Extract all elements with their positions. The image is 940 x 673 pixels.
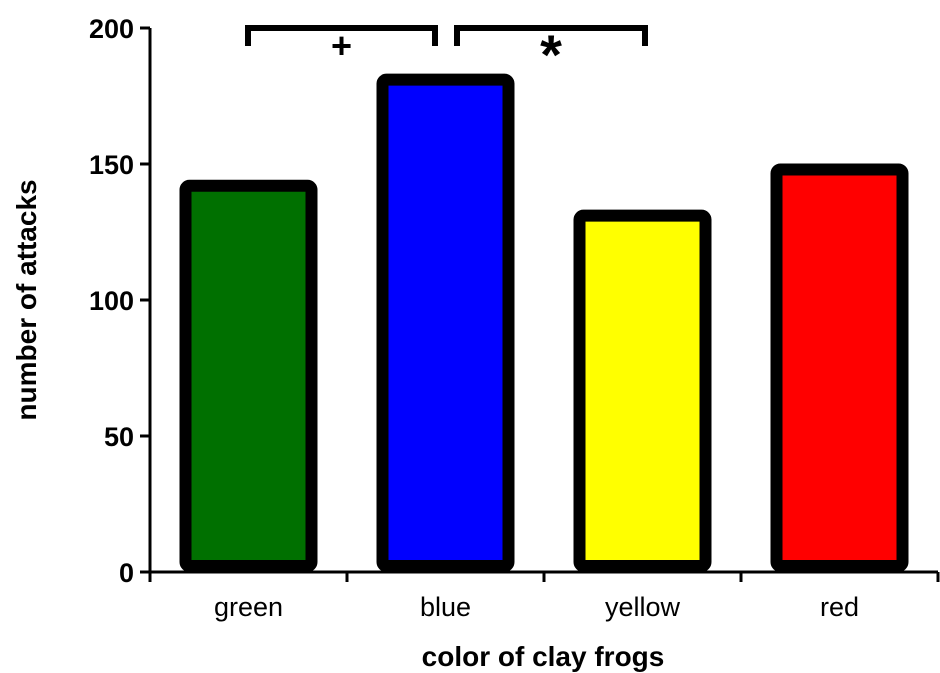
bar-blue bbox=[376, 73, 515, 573]
significance-bracket bbox=[454, 25, 648, 46]
significance-bracket bbox=[245, 25, 438, 46]
y-tick-label: 150 bbox=[89, 150, 134, 180]
y-tick-label: 200 bbox=[89, 14, 134, 44]
y-tick-label: 50 bbox=[104, 422, 134, 452]
significance-symbol: * bbox=[540, 23, 562, 86]
bar-green bbox=[179, 179, 318, 572]
bar-yellow bbox=[573, 209, 712, 572]
bar-red bbox=[770, 163, 909, 572]
y-tick-label: 100 bbox=[89, 286, 134, 316]
x-tick-label-red: red bbox=[820, 592, 859, 622]
x-tick-label-green: green bbox=[214, 592, 283, 622]
x-axis-title: color of clay frogs bbox=[422, 641, 665, 672]
x-tick-label-blue: blue bbox=[420, 592, 471, 622]
y-axis-title: number of attacks bbox=[11, 179, 42, 420]
x-tick-label-yellow: yellow bbox=[605, 592, 681, 622]
y-tick-label: 0 bbox=[119, 558, 134, 588]
significance-symbol: + bbox=[331, 25, 352, 66]
